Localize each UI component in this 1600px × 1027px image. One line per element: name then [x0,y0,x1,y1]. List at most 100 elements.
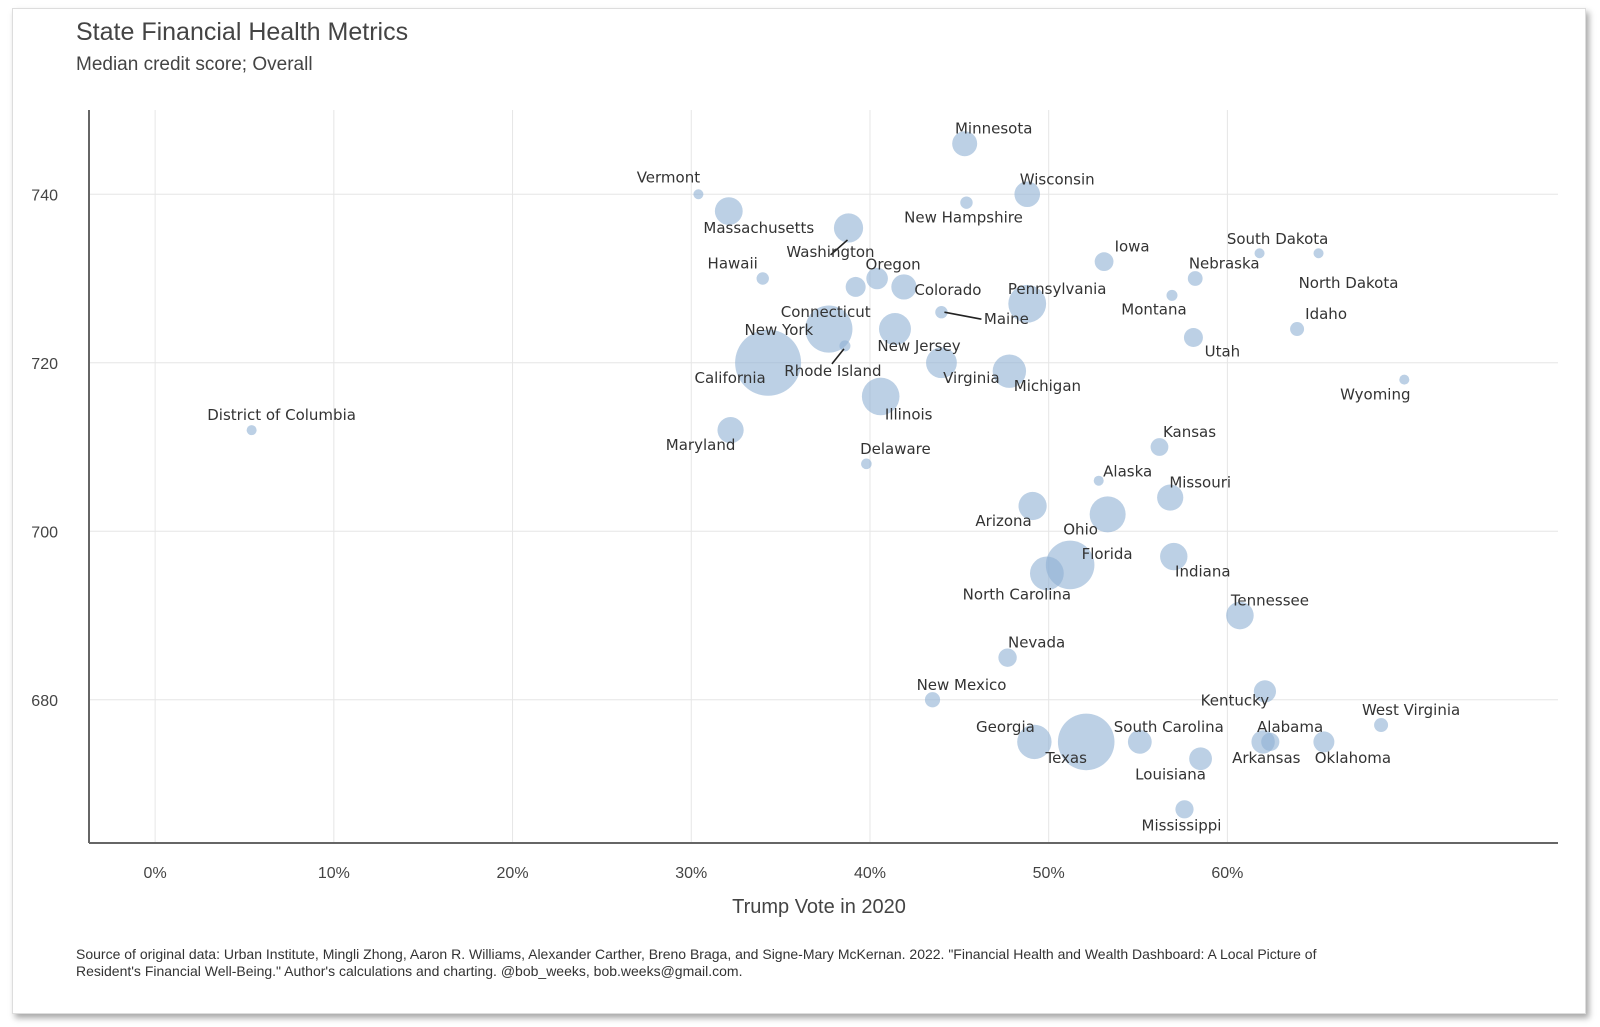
bubble-indiana [1160,542,1188,571]
label-connecticut: Connecticut [781,303,871,321]
label-washington: Washington [786,243,874,261]
label-nebraska: Nebraska [1189,255,1260,273]
bubble-colorado [891,274,917,300]
x-tick-label: 60% [1211,865,1243,882]
bubble-kansas [1150,438,1169,456]
label-oklahoma: Oklahoma [1315,749,1391,767]
bubble-new-mexico [924,692,941,708]
x-tick-label: 20% [497,865,529,882]
label-texas: Texas [1044,749,1087,767]
x-tick-label: 50% [1033,865,1065,882]
label-ohio: Ohio [1063,520,1098,538]
bubble-maine [935,306,948,319]
label-west-virginia: West Virginia [1362,701,1460,719]
bubble-wyoming [1399,374,1410,385]
label-mississippi: Mississippi [1142,816,1222,834]
bubble-ohio [1089,496,1126,533]
axes: 0% 10% 20% 30% 40% 50% 60% 680 700 720 740 [31,110,1558,882]
label-indiana: Indiana [1175,563,1231,581]
label-arizona: Arizona [975,512,1031,530]
label-kansas: Kansas [1163,423,1216,441]
bubble-vermont [693,189,704,200]
y-tick-label: 680 [31,693,58,710]
chart-caption: Source of original data: Urban Institute… [76,946,1317,979]
x-axis-title: Trump Vote in 2020 [732,896,906,918]
bubble-utah [1183,327,1203,347]
label-massachusetts: Massachusetts [703,219,814,237]
label-colorado: Colorado [914,281,981,299]
label-maryland: Maryland [666,436,736,454]
x-tick-label: 30% [675,865,707,882]
bubble-michigan [992,354,1027,388]
label-iowa: Iowa [1115,238,1150,256]
label-florida: Florida [1082,545,1133,563]
bubble-idaho [1290,322,1305,337]
bubble-mississippi [1175,800,1194,819]
bubble-north-carolina [1029,556,1064,591]
bubble-west-virginia [1374,718,1389,733]
label-hawaii: Hawaii [708,255,758,273]
bubble-california [735,329,802,396]
leader-rhode-island [831,348,845,365]
bubble-connecticut [845,276,866,297]
y-tick-label: 700 [31,524,58,541]
chart-title: State Financial Health Metrics [76,18,409,46]
bubble-new-hampshire [960,196,973,209]
label-new-york: New York [745,321,814,339]
bubble-new-jersey [878,313,911,346]
bubble-missouri [1157,484,1184,511]
bubble-new-york [805,305,853,353]
label-missouri: Missouri [1169,474,1231,492]
bubble-south-dakota [1254,248,1265,259]
label-delaware: Delaware [860,440,931,458]
label-north-dakota: North Dakota [1299,274,1399,292]
bubble-pennsylvania [1008,284,1047,323]
label-nevada: Nevada [1008,634,1065,652]
label-south-dakota: South Dakota [1227,230,1329,248]
leader-washington [829,239,849,256]
label-maine: Maine [984,310,1029,328]
label-virginia: Virginia [943,369,1000,387]
bubble-massachusetts [714,197,743,226]
label-rhode-island: Rhode Island [784,362,881,380]
bubble-arkansas [1261,732,1280,751]
label-louisiana: Louisiana [1135,766,1206,784]
bubbles [246,131,1410,819]
bubble-wisconsin [1014,181,1041,208]
bubble-montana [1166,289,1178,301]
label-california: California [694,369,765,387]
label-north-carolina: North Carolina [963,585,1071,603]
bubble-washington [833,213,864,243]
label-illinois: Illinois [885,406,933,424]
y-tick-label: 720 [31,356,58,373]
chart-card [12,8,1586,1014]
x-tick-label: 0% [144,865,167,882]
bubble-rhode-island [839,340,851,352]
label-tennessee: Tennessee [1230,592,1309,610]
label-michigan: Michigan [1014,377,1081,395]
bubble-alaska [1093,475,1104,486]
bubble-texas [1057,713,1115,771]
label-new-hampshire: New Hampshire [904,209,1023,227]
x-tick-label: 10% [318,865,350,882]
label-idaho: Idaho [1305,305,1347,323]
bubble-iowa [1094,252,1114,272]
leader-maine [944,311,982,320]
bubble-illinois [861,377,900,416]
label-georgia: Georgia [976,718,1035,736]
bubble-district-of-columbia [246,425,257,436]
label-alaska: Alaska [1103,463,1152,481]
bubble-oregon [866,267,888,290]
bubble-oklahoma [1313,731,1335,753]
label-south-carolina: South Carolina [1114,718,1224,736]
bubble-delaware [861,458,872,470]
bubble-arizona [1018,491,1047,521]
label-kentucky: Kentucky [1201,691,1270,709]
label-district-of-columbia: District of Columbia [207,406,356,424]
bubble-nevada [998,648,1017,667]
label-leader-lines [829,239,982,365]
label-minnesota: Minnesota [955,120,1032,138]
label-wisconsin: Wisconsin [1020,170,1095,188]
bubble-virginia [926,347,957,379]
